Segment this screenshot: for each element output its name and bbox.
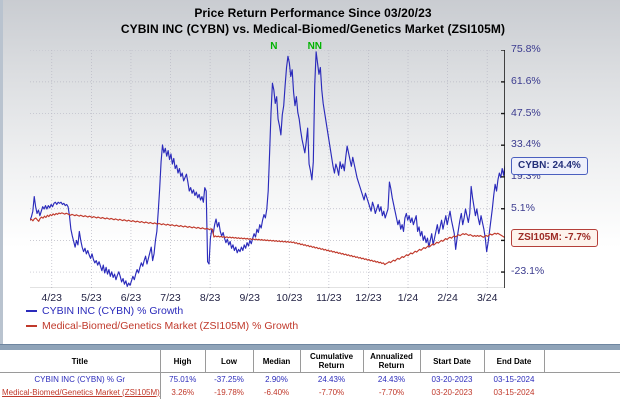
- chart-title-secondary: CYBIN INC (CYBN) vs. Medical-Biomed/Gene…: [120, 22, 506, 36]
- news-marker[interactable]: NN: [307, 41, 323, 52]
- cell-high: 75.01%: [169, 374, 197, 384]
- cell-annualized-return: -7.70%: [378, 387, 405, 397]
- cell-end-date: 03-15-2024: [493, 374, 535, 384]
- table-divider-bar: [0, 344, 620, 350]
- chart-title-block: Price Return Performance Since 03/20/23 …: [3, 6, 620, 37]
- th-high: High: [160, 350, 206, 373]
- cell-low: -37.25%: [214, 374, 244, 384]
- chart-legend: CYBIN INC (CYBN) % Growth Medical-Biomed…: [25, 304, 455, 334]
- cell-start-date: 03-20-2023: [431, 387, 473, 397]
- chart-title-primary: Price Return Performance Since 03/20/23: [194, 6, 432, 20]
- cell-title[interactable]: CYBIN INC (CYBN) % Gr: [0, 372, 161, 386]
- legend-item-zsi105m: Medical-Biomed/Genetics Market (ZSI105M)…: [25, 319, 455, 332]
- y-axis-tick-label: 75.8%: [511, 43, 541, 55]
- y-axis-tick-label: 33.4%: [511, 138, 541, 151]
- x-axis-tick-label: 12/23: [355, 292, 382, 304]
- chart-panel: Price Return Performance Since 03/20/23 …: [0, 0, 620, 344]
- th-spacer: [544, 350, 620, 373]
- th-start-date: Start Date: [420, 350, 485, 373]
- x-axis-tick-label: 4/23: [41, 292, 62, 304]
- x-axis-tick-label: 2/24: [437, 292, 458, 304]
- cell-start-date: 03-20-2023: [431, 374, 473, 384]
- plot-area: [30, 50, 505, 288]
- th-median: Median: [253, 350, 301, 373]
- x-axis-tick-label: 6/23: [120, 292, 142, 304]
- th-annualized-return: Annualized Return: [363, 350, 421, 373]
- y-axis-tick-label: 47.5%: [511, 106, 541, 119]
- summary-table-panel: Title High Low Median Cumulative Return: [0, 344, 620, 406]
- cell-spacer: [544, 386, 620, 399]
- legend-item-cybn: CYBIN INC (CYBN) % Growth: [25, 304, 455, 317]
- y-axis-tick-label: -23.1%: [511, 265, 545, 278]
- y-axis-tick-label: 5.1%: [511, 201, 535, 214]
- cell-end-date: 03-15-2024: [493, 387, 535, 397]
- x-axis-tick-label: 8/23: [199, 292, 221, 304]
- cell-high: 3.26%: [171, 387, 195, 397]
- x-axis-tick-label: 9/23: [239, 292, 260, 304]
- th-cumulative-return: Cumulative Return: [300, 350, 364, 373]
- zsi105m-value-callout: ZSI105M: -7.7%: [511, 229, 598, 248]
- cell-spacer: [544, 373, 620, 387]
- table-header-row: Title High Low Median Cumulative Return: [0, 350, 620, 373]
- news-marker[interactable]: N: [270, 41, 278, 52]
- cell-median: 2.90%: [265, 374, 288, 384]
- table-row: CYBIN INC (CYBN) % Gr 75.01% -37.25% 2.9…: [0, 372, 620, 387]
- legend-line-swatch-cybn: [26, 309, 37, 312]
- legend-line-swatch-zsi105m: [26, 324, 37, 327]
- cell-annualized-return: 24.43%: [377, 374, 406, 384]
- cell-title[interactable]: Medical-Biomed/Genetics Market (ZSI105M)…: [0, 386, 161, 399]
- th-end-date: End Date: [484, 350, 545, 373]
- cell-cumulative-return: 24.43%: [317, 374, 346, 384]
- legend-label-zsi105m: Medical-Biomed/Genetics Market (ZSI105M)…: [42, 319, 299, 332]
- performance-summary-table: Title High Low Median Cumulative Return: [0, 350, 620, 399]
- y-axis-tick-label: 61.6%: [511, 74, 541, 87]
- x-axis-tick-label: 5/23: [81, 292, 102, 304]
- table-row: Medical-Biomed/Genetics Market (ZSI105M)…: [0, 386, 620, 399]
- x-axis-tick-label: 11/23: [316, 292, 342, 304]
- cell-low: -19.78%: [214, 387, 244, 397]
- x-axis-tick-label: 1/24: [397, 292, 419, 304]
- th-low: Low: [205, 350, 254, 373]
- x-axis-tick-label: 3/24: [476, 292, 498, 304]
- x-axis-tick-label: 7/23: [160, 292, 181, 304]
- cell-median: -6.40%: [263, 387, 290, 397]
- legend-label-cybn: CYBIN INC (CYBN) % Growth: [42, 304, 184, 317]
- th-title: Title: [0, 350, 161, 373]
- cell-cumulative-return: -7.70%: [318, 387, 345, 397]
- plot-svg: [30, 50, 505, 288]
- x-axis-tick-label: 10/23: [276, 292, 303, 304]
- cybn-value-callout: CYBN: 24.4%: [511, 157, 588, 176]
